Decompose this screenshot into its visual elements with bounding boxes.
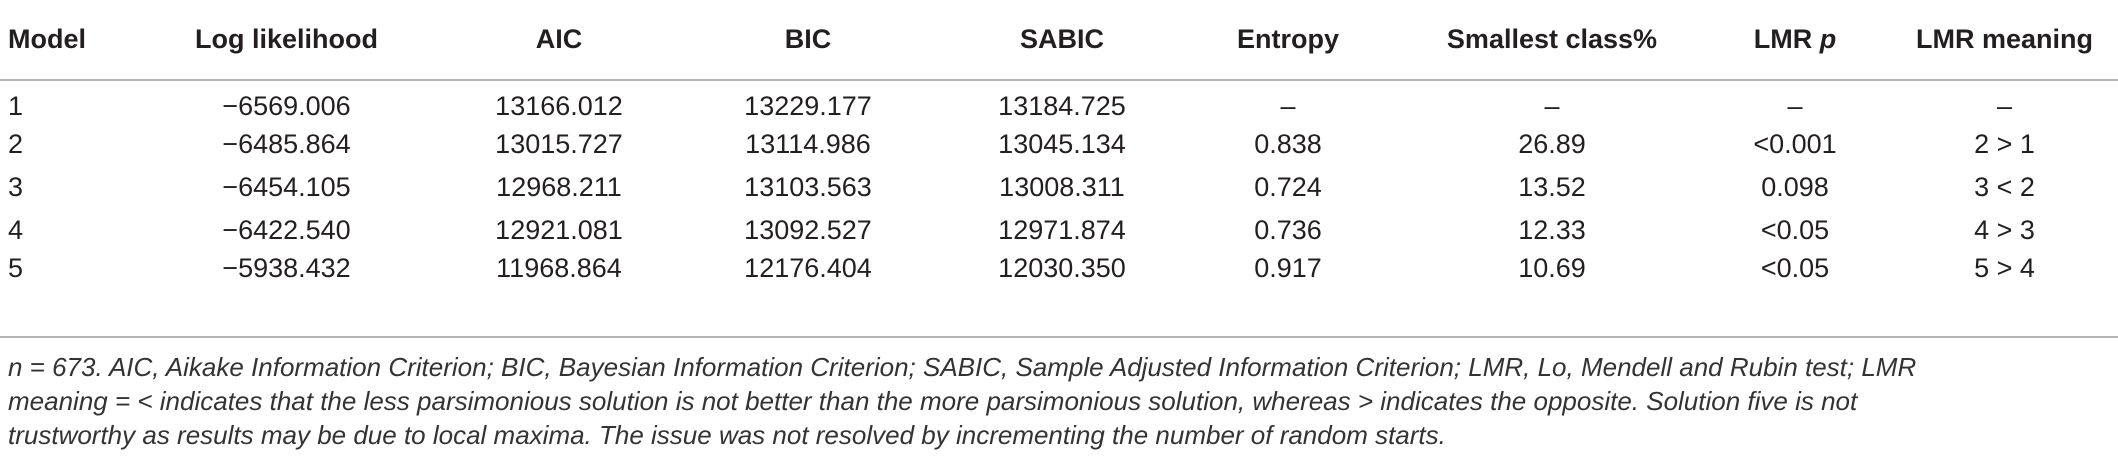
table-row: 2 −6485.864 13015.727 13114.986 13045.13… — [0, 123, 2118, 166]
cell-bic: 12176.404 — [744, 253, 872, 283]
header-entropy: Entropy — [1171, 0, 1405, 81]
cell-model: 2 — [8, 129, 24, 159]
header-lmr-p: LMR p — [1699, 0, 1891, 81]
cell-model: 1 — [8, 90, 24, 121]
cell-aic: 13166.012 — [495, 90, 623, 121]
footnote-line: meaning = < indicates that the less pars… — [8, 386, 1858, 416]
cell-sabic: 13184.725 — [998, 90, 1126, 121]
cell-entropy: 0.838 — [1254, 129, 1322, 159]
cell-smallest-class: 10.69 — [1518, 253, 1586, 283]
cell-sabic: 12030.350 — [998, 253, 1126, 283]
cell-model: 3 — [8, 172, 24, 202]
header-aic: AIC — [455, 0, 663, 81]
table-footnote: n = 673. AIC, Aikake Information Criteri… — [8, 350, 2108, 452]
cell-lmr-meaning: 3 < 2 — [1974, 172, 2035, 202]
footnote-line: trustworthy as results may be due to loc… — [8, 420, 1446, 450]
header-bic: BIC — [663, 0, 953, 81]
cell-entropy: 0.736 — [1254, 215, 1322, 245]
table-row: 1 −6569.006 13166.012 13229.177 13184.72… — [0, 80, 2118, 123]
cell-smallest-class: 26.89 — [1518, 129, 1586, 159]
cell-lmr-p: <0.05 — [1760, 215, 1830, 245]
cell-lmr-meaning: – — [1996, 90, 2013, 121]
cell-bic: 13103.563 — [744, 172, 872, 202]
cell-bic: 13114.986 — [745, 129, 871, 159]
footnote-line: n = 673. AIC, Aikake Information Criteri… — [8, 352, 1917, 382]
cell-sabic: 13045.134 — [998, 129, 1126, 159]
table-row: 4 −6422.540 12921.081 13092.527 12971.87… — [0, 209, 2118, 252]
cell-entropy: – — [1280, 90, 1296, 121]
cell-lmr-p: <0.05 — [1760, 253, 1830, 283]
header-model: Model — [0, 0, 118, 81]
cell-smallest-class: – — [1544, 90, 1560, 121]
cell-bic: 13092.527 — [744, 215, 872, 245]
cell-model: 5 — [8, 253, 24, 283]
header-lmr-meaning: LMR meaning — [1891, 0, 2118, 81]
header-smallest-class: Smallest class% — [1405, 0, 1699, 81]
cell-lmr-meaning: 2 > 1 — [1974, 129, 2035, 159]
cell-log-likelihood: −6454.105 — [222, 172, 351, 202]
cell-aic: 11968.864 — [496, 253, 622, 283]
header-log-likelihood: Log likelihood — [118, 0, 455, 81]
header-row: Model Log likelihood AIC BIC SABIC Entro… — [0, 0, 2118, 81]
cell-smallest-class: 12.33 — [1518, 215, 1586, 245]
table-row: 5 −5938.432 11968.864 12176.404 12030.35… — [0, 252, 2118, 295]
header-lmr-p-prefix: LMR — [1753, 24, 1820, 54]
cell-log-likelihood: −6569.006 — [222, 90, 351, 121]
cell-aic: 12921.081 — [495, 215, 623, 245]
cell-smallest-class: 13.52 — [1518, 172, 1586, 202]
model-fit-table: Model Log likelihood AIC BIC SABIC Entro… — [0, 0, 2118, 295]
cell-aic: 12968.211 — [496, 172, 622, 202]
cell-log-likelihood: −6422.540 — [222, 215, 351, 245]
cell-sabic: 13008.311 — [999, 172, 1125, 202]
cell-lmr-p: – — [1787, 90, 1803, 121]
cell-model: 4 — [8, 215, 24, 245]
cell-lmr-meaning: 5 > 4 — [1974, 253, 2035, 283]
cell-log-likelihood: −5938.432 — [222, 253, 351, 283]
cell-sabic: 12971.874 — [998, 215, 1126, 245]
cell-aic: 13015.727 — [495, 129, 623, 159]
cell-bic: 13229.177 — [744, 90, 872, 121]
header-lmr-p-italic: p — [1819, 24, 1837, 54]
header-sabic: SABIC — [953, 0, 1171, 81]
cell-lmr-meaning: 4 > 3 — [1974, 215, 2035, 245]
cell-lmr-p: <0.001 — [1753, 129, 1837, 159]
cell-lmr-p: 0.098 — [1761, 172, 1829, 202]
table-bottom-rule — [0, 336, 2118, 338]
cell-log-likelihood: −6485.864 — [222, 129, 351, 159]
cell-entropy: 0.917 — [1254, 253, 1322, 283]
cell-entropy: 0.724 — [1254, 172, 1322, 202]
table-row: 3 −6454.105 12968.211 13103.563 13008.31… — [0, 166, 2118, 209]
